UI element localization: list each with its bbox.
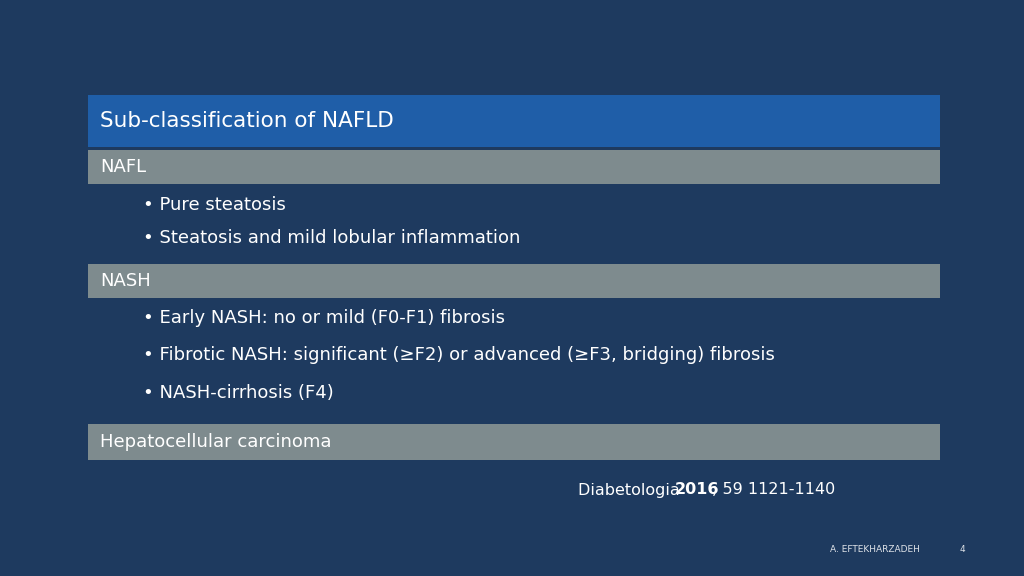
Bar xyxy=(88,264,940,298)
Text: NASH: NASH xyxy=(100,272,151,290)
Bar xyxy=(88,150,940,184)
Text: Sub-classification of NAFLD: Sub-classification of NAFLD xyxy=(100,111,394,131)
Text: ; 59 1121-1140: ; 59 1121-1140 xyxy=(712,483,836,498)
Text: • Early NASH: no or mild (F0-F1) fibrosis: • Early NASH: no or mild (F0-F1) fibrosi… xyxy=(143,309,505,327)
Text: 2016: 2016 xyxy=(675,483,720,498)
Text: • NASH-cirrhosis (F4): • NASH-cirrhosis (F4) xyxy=(143,384,334,402)
Bar xyxy=(88,95,940,147)
Text: • Pure steatosis: • Pure steatosis xyxy=(143,196,286,214)
Text: • Steatosis and mild lobular inflammation: • Steatosis and mild lobular inflammatio… xyxy=(143,229,520,247)
Text: Hepatocellular carcinoma: Hepatocellular carcinoma xyxy=(100,433,332,451)
Bar xyxy=(88,424,940,460)
Text: A. EFTEKHARZADEH: A. EFTEKHARZADEH xyxy=(830,545,920,555)
Text: Diabetologia: Diabetologia xyxy=(578,483,685,498)
Text: • Fibrotic NASH: significant (≥F2) or advanced (≥F3, bridging) fibrosis: • Fibrotic NASH: significant (≥F2) or ad… xyxy=(143,346,775,364)
Text: NAFL: NAFL xyxy=(100,158,146,176)
Text: 4: 4 xyxy=(961,545,966,555)
